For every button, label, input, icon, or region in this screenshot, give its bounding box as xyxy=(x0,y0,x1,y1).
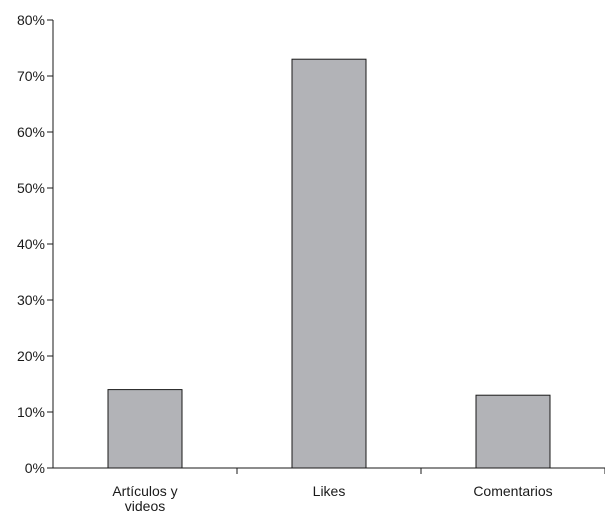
y-tick-label: 10% xyxy=(17,404,45,420)
y-tick-label: 50% xyxy=(17,180,45,196)
bar xyxy=(107,389,183,469)
bar xyxy=(475,394,551,469)
y-tick-label: 0% xyxy=(25,460,45,476)
bars xyxy=(107,58,551,469)
y-tick-label: 40% xyxy=(17,236,45,252)
bar xyxy=(291,58,367,469)
x-tick-label-line: Comentarios xyxy=(473,483,552,499)
x-tick-label-line: Artículos y xyxy=(112,483,177,499)
y-axis: 0% 10% 20% 30% 40% 50% 60% 70% 80% xyxy=(17,12,54,476)
x-axis: Artículos y videos Likes Comentarios xyxy=(53,467,605,514)
x-tick-label: Artículos y videos xyxy=(112,483,177,514)
y-tick-label: 80% xyxy=(17,12,45,28)
y-tick-label: 30% xyxy=(17,292,45,308)
y-tick-label: 60% xyxy=(17,124,45,140)
x-tick-label: Comentarios xyxy=(473,483,552,499)
x-tick-label-line: Likes xyxy=(313,483,346,499)
y-tick-label: 70% xyxy=(17,68,45,84)
x-tick-label: Likes xyxy=(313,483,346,499)
x-tick-label-line: videos xyxy=(125,498,165,514)
y-tick-label: 20% xyxy=(17,348,45,364)
